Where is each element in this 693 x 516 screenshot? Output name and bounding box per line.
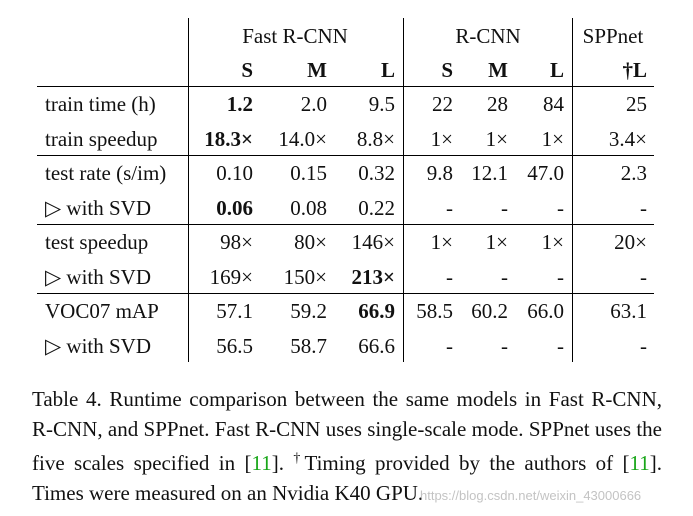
table-cell: 66.9	[358, 299, 395, 323]
vrule-left	[188, 18, 189, 362]
table-cell: 1×	[430, 126, 453, 151]
table-cell: 150×	[283, 264, 327, 289]
watermark: https://blog.csdn.net/weixin_43000666	[420, 488, 642, 503]
row-label: ▷ with SVD	[45, 333, 151, 358]
table-cell: 66.6	[358, 333, 395, 358]
row-label: ▷ with SVD	[45, 264, 151, 289]
column-header: S	[441, 58, 453, 82]
column-header: M	[307, 58, 327, 82]
group-header: Fast R-CNN	[242, 24, 348, 48]
row-label: ▷ with SVD	[45, 195, 151, 220]
table-cell: -	[557, 195, 564, 220]
row-label: test speedup	[45, 230, 149, 254]
table-cell: -	[501, 333, 508, 358]
rule-test-speedup	[37, 293, 654, 294]
table-cell: -	[557, 333, 564, 358]
table-cell: 20×	[614, 230, 647, 254]
table-cell: 1×	[541, 126, 564, 151]
table-cell: 66.0	[527, 299, 564, 323]
table-cell: 169×	[209, 264, 253, 289]
vrule-right	[572, 18, 573, 362]
table-cell: 9.8	[426, 161, 453, 185]
column-header: M	[488, 58, 508, 82]
row-label: test rate (s/im)	[45, 161, 167, 185]
table-cell: 8.8×	[356, 126, 395, 151]
row-label: train time (h)	[45, 92, 156, 116]
row-label: VOC07 mAP	[45, 299, 159, 323]
table-cell: 0.08	[290, 195, 327, 220]
table-cell: -	[640, 333, 647, 358]
table-cell: 58.5	[416, 299, 453, 323]
table-cell: 22	[432, 92, 453, 116]
table-caption: Table 4. Runtime comparison between the …	[32, 384, 662, 508]
table-cell: 0.15	[290, 161, 327, 185]
table-cell: -	[446, 333, 453, 358]
table-cell: 1×	[541, 230, 564, 254]
table-cell: 58.7	[290, 333, 327, 358]
column-header: †L	[622, 58, 647, 82]
table-cell: 56.5	[216, 333, 253, 358]
rule-header	[37, 86, 654, 87]
table-cell: 28	[487, 92, 508, 116]
table-cell: 3.4×	[608, 126, 647, 151]
caption-part4: ]. Times were measured on an Nvidia K40 …	[32, 451, 662, 505]
table-cell: 0.06	[216, 195, 253, 220]
table-cell: -	[501, 264, 508, 289]
table-cell: 63.1	[610, 299, 647, 323]
table-cell: 57.1	[216, 299, 253, 323]
caption-part1: Table 4. Runtime comparison between the …	[32, 387, 662, 475]
group-header: R-CNN	[455, 24, 521, 48]
caption-part2: ].	[271, 451, 294, 475]
column-header: S	[241, 58, 253, 82]
vrule-mid	[403, 18, 404, 362]
column-header: L	[380, 58, 395, 82]
table-cell: 1×	[430, 230, 453, 254]
table-cell: 2.3	[620, 161, 647, 185]
table-cell: 59.2	[290, 299, 327, 323]
table-cell: 14.0×	[278, 126, 327, 151]
table-cell: 12.1	[471, 161, 508, 185]
table-cell: 18.3×	[204, 126, 253, 151]
table-cell: 9.5	[368, 92, 395, 116]
table-cell: 47.0	[527, 161, 564, 185]
table-cell: 80×	[294, 230, 327, 254]
table-cell: 146×	[351, 230, 395, 254]
citation-link[interactable]: 11	[629, 451, 650, 475]
column-header: L	[549, 58, 564, 82]
table-cell: 0.32	[358, 161, 395, 185]
table-cell: 1.2	[226, 92, 253, 116]
table-cell: 0.10	[216, 161, 253, 185]
table-cell: -	[446, 195, 453, 220]
table-cell: -	[501, 195, 508, 220]
table-cell: -	[446, 264, 453, 289]
table-cell: 60.2	[471, 299, 508, 323]
table-cell: 1×	[485, 230, 508, 254]
dagger-mark: †	[293, 451, 305, 466]
table-cell: 25	[626, 92, 647, 116]
rule-test-rate	[37, 224, 654, 225]
table-cell: -	[557, 264, 564, 289]
table-cell: 1×	[485, 126, 508, 151]
row-label: train speedup	[45, 126, 158, 151]
group-header: SPPnet	[582, 24, 644, 48]
caption-part3: Timing provided by the authors of [	[304, 451, 630, 475]
table-cell: 98×	[220, 230, 253, 254]
table-cell: 0.22	[358, 195, 395, 220]
table-cell: -	[640, 264, 647, 289]
table-cell: 213×	[351, 264, 395, 289]
table-cell: 2.0	[300, 92, 327, 116]
table-cell: 84	[543, 92, 564, 116]
citation-link[interactable]: 11	[251, 451, 272, 475]
rule-train	[37, 155, 654, 156]
table-cell: -	[640, 195, 647, 220]
